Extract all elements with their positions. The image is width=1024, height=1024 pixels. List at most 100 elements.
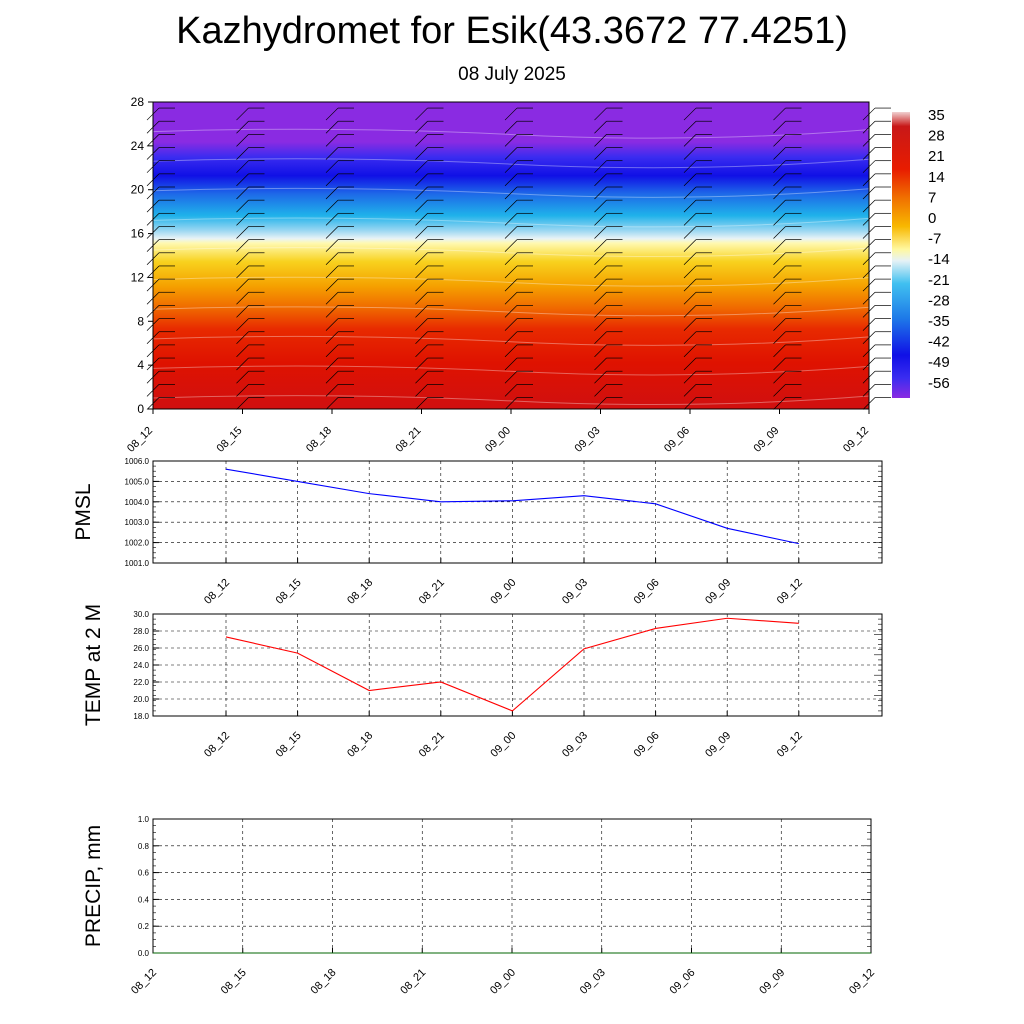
wind-barb [236,265,265,279]
wind-barb [683,160,712,173]
wind-barb [325,147,354,160]
wind-barb [415,318,444,331]
y-tick-label: 28 [131,95,145,109]
wind-barb [415,370,444,384]
wind-barb [683,331,712,344]
wind-barb [594,199,623,213]
wind-barb [773,357,802,371]
wind-barb [325,134,354,147]
wind-barb [415,344,444,358]
x-tick-label: 09_03 [573,425,603,455]
wind-barb [683,186,712,200]
x-tick-label: 09_00 [483,425,513,455]
x-tick-label: 09_06 [632,577,662,607]
x-tick-label: 08_21 [398,967,428,997]
x-tick-label: 08_15 [215,425,245,455]
wind-barb [683,107,712,121]
x-tick-label: 09_00 [488,967,518,997]
wind-barb [773,212,802,226]
wind-barb [325,278,354,292]
wind-barb [594,147,623,160]
wind-barb [683,147,712,160]
wind-barb [504,357,533,371]
wind-barb [236,212,265,226]
chart-subtitle: 08 July 2025 [458,64,566,85]
wind-barb [504,384,533,397]
wind-barb [683,344,712,358]
wind-barb [504,252,533,266]
wind-barb [594,226,623,239]
x-tick-label: 09_03 [560,577,590,607]
colorbar-label: -42 [928,334,950,351]
precip-panel: 0.0 0.2 0.4 0.6 0.8 1.0 08_12 08_15 08_18 08_21 09… [82,815,877,997]
wind-barb [415,357,444,371]
x-tick-label: 09_00 [488,730,518,760]
wind-barb [773,370,802,384]
wind-barb [325,252,354,266]
wind-barb [683,370,712,384]
x-tick-label: 09_09 [752,425,782,455]
colorbar-label: 28 [928,128,945,145]
x-tick-label: 08_21 [417,730,447,760]
wind-barb [504,291,533,305]
wind-barb [773,397,802,410]
heatmap-area [153,102,869,409]
colorbar-label: 14 [928,169,945,186]
wind-barb [415,252,444,266]
wind-barb [236,318,265,331]
wind-barb [773,239,802,252]
series-line [225,617,799,712]
wind-barb [594,265,623,279]
wind-barb [236,252,265,266]
wind-barb [683,212,712,226]
x-tick-label: 09_06 [632,730,662,760]
wind-barb [325,239,354,252]
wind-barb [504,186,533,200]
wind-barb [415,160,444,173]
y-tick-label: 0 [137,402,144,416]
wind-barb [415,147,444,160]
y-tick-label: 28.0 [133,627,149,636]
wind-barb [236,107,265,121]
wind-barb [594,107,623,121]
wind-barb [415,199,444,213]
y-tick-label: 22.0 [133,678,149,687]
x-tick-label: 08_15 [274,730,304,760]
wind-barb [236,120,265,134]
y-tick-label: 1004.0 [125,498,150,507]
wind-barb [773,173,802,187]
x-tick-label: 08_21 [417,577,447,607]
wind-barb [325,397,354,410]
wind-barb [415,278,444,292]
x-tick-label: 09_12 [847,967,877,997]
x-tick-label: 08_12 [129,967,159,997]
x-tick-label: 08_18 [345,730,375,760]
wind-barb [415,397,444,410]
wind-barb [683,239,712,252]
wind-barb [594,134,623,147]
wind-barb [773,134,802,147]
x-tick-label: 08_12 [202,577,232,607]
wind-barb [236,357,265,371]
y-tick-label: 24 [131,139,145,153]
wind-barb [683,120,712,134]
wind-barb [683,291,712,305]
wind-barb [594,318,623,331]
wind-barb [325,357,354,371]
wind-barb [683,305,712,318]
colorbar-label: -56 [928,375,950,392]
y-tick-label: 16 [131,227,145,241]
wind-barb [325,331,354,344]
wind-barb [773,344,802,358]
colorbar: 35 28 21 14 7 0 -7 -14 -21 -28 -35 -42 -49 -56 [892,107,950,398]
wind-barb [325,305,354,318]
x-tick-label: 09_12 [841,425,871,455]
contour-line [152,217,870,228]
wind-barb [504,107,533,121]
wind-barb [415,239,444,252]
wind-barb [325,370,354,384]
panel-frame [152,460,883,564]
wind-barb [683,134,712,147]
wind-barb [415,186,444,200]
wind-barb [325,344,354,358]
